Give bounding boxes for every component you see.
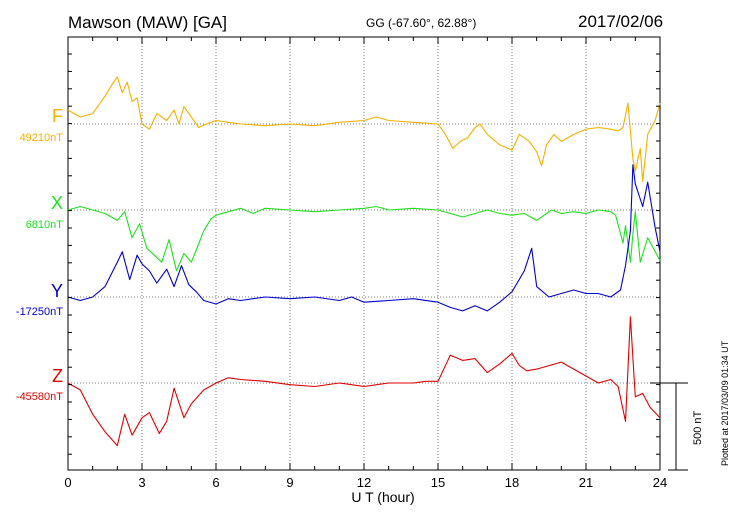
plot-date: 2017/02/06: [578, 12, 664, 31]
series-line-f: [67, 76, 661, 182]
component-letter: Z: [52, 366, 63, 386]
component-letter: F: [52, 106, 63, 126]
x-tick-label: 18: [505, 475, 519, 490]
component-baseline: -17250nT: [15, 306, 63, 318]
x-tick-label: 15: [431, 475, 445, 490]
component-letter: Y: [50, 281, 63, 301]
grid-layer: [67, 36, 661, 471]
component-baseline: 6810nT: [25, 219, 63, 231]
x-tick-label: 24: [653, 475, 667, 490]
series-layer: [67, 76, 661, 447]
plotted-timestamp: Plotted at 2017/03/09 01:34 UT: [720, 340, 730, 466]
scale-bar: [650, 382, 688, 471]
x-tick-label: 12: [357, 475, 371, 490]
scale-bar-label: 500 nT: [692, 410, 704, 445]
series-line-z: [67, 316, 661, 447]
x-axis-label: U T (hour): [351, 489, 415, 505]
tick-layer: 0 3 6 9 12 15 18 21 24: [64, 37, 667, 490]
x-tick-label: 21: [579, 475, 593, 490]
x-tick-label: 0: [64, 475, 71, 490]
x-tick-label: 3: [138, 475, 145, 490]
component-baseline: -45580nT: [15, 391, 63, 403]
station-title: Mawson (MAW) [GA]: [68, 13, 227, 32]
series-line-x: [67, 205, 661, 272]
station-coordinates: GG (-67.60°, 62.88°): [366, 16, 477, 30]
series-line-y: [67, 164, 661, 312]
x-tick-label: 6: [212, 475, 219, 490]
component-letter: X: [50, 193, 63, 213]
component-baseline: 49210nT: [19, 132, 63, 144]
x-tick-label: 9: [286, 475, 293, 490]
